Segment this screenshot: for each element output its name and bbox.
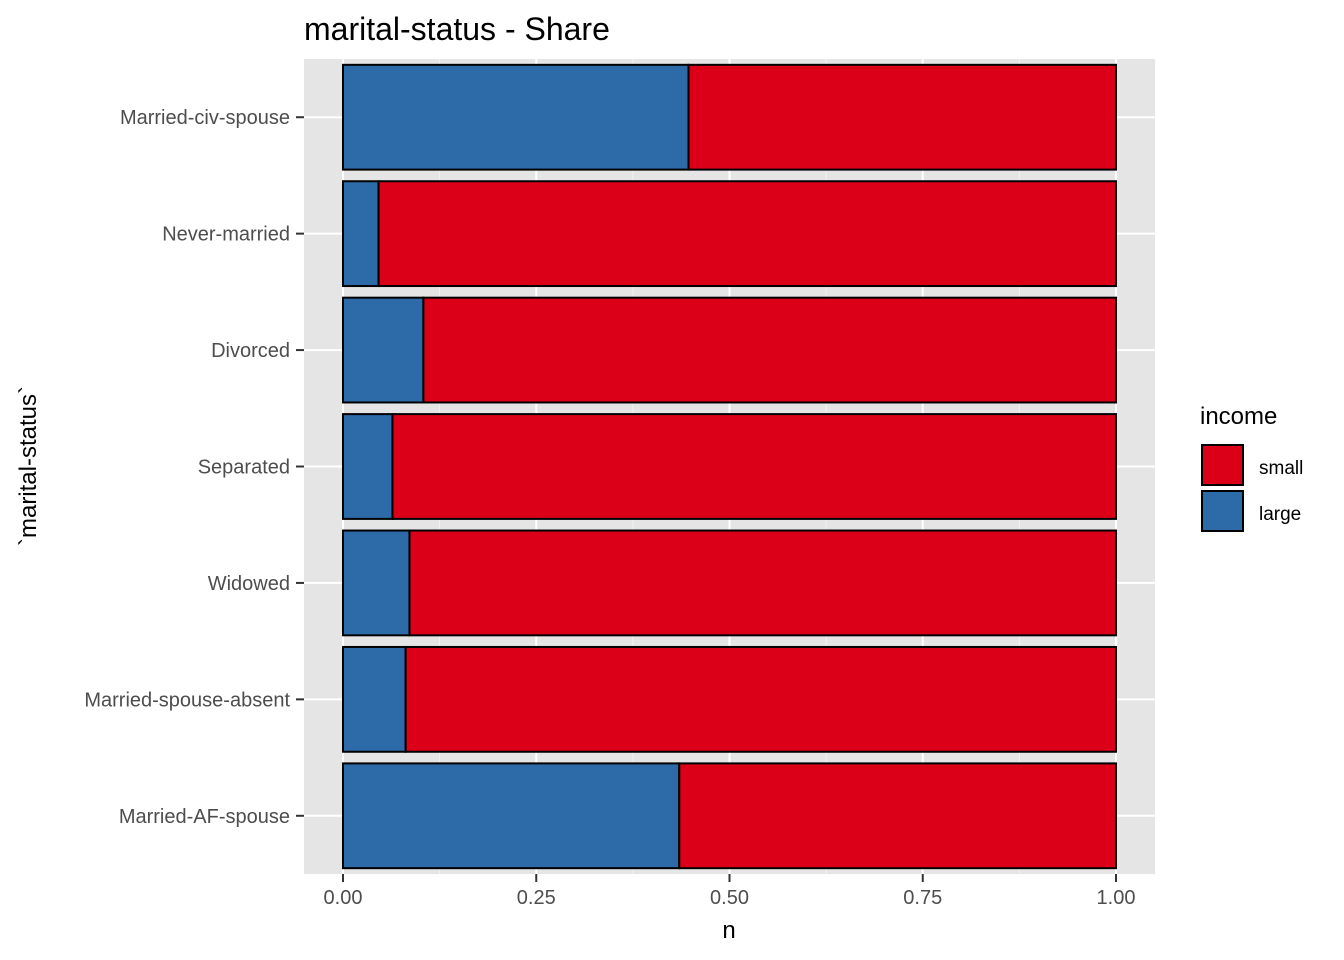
legend-swatch-large (1201, 490, 1244, 532)
y-tick-label: Married-AF-spouse (119, 806, 290, 828)
bar-small (687, 63, 1117, 171)
bar-large (342, 63, 690, 171)
y-tick-label: Widowed (208, 573, 290, 595)
legend-label-large: large (1259, 504, 1301, 525)
bar-large (342, 180, 380, 288)
x-tick-label: 0.00 (324, 887, 363, 909)
x-tick-label: 0.25 (517, 887, 556, 909)
bar-large (342, 529, 411, 637)
bar-small (422, 296, 1117, 404)
legend-title: income (1200, 403, 1277, 430)
bar-large (342, 762, 681, 870)
x-tick-label: 0.50 (710, 887, 749, 909)
bar-large (342, 413, 394, 520)
x-axis-title: n (722, 917, 735, 944)
y-tick-label: Separated (198, 457, 290, 479)
legend: income small large (1200, 403, 1303, 532)
legend-swatch-small (1201, 444, 1244, 486)
x-tick-label: 0.75 (903, 887, 942, 909)
bar-small (391, 413, 1117, 520)
chart-title: marital-status - Share (304, 11, 610, 47)
legend-label-small: small (1259, 458, 1303, 479)
y-tick-label: Divorced (211, 340, 290, 362)
bar-large (342, 645, 407, 753)
x-axis: 0.00 0.25 0.50 0.75 1.00 (324, 874, 1136, 909)
y-tick-label: Never-married (162, 224, 290, 246)
x-tick-label: 1.00 (1097, 887, 1136, 909)
bars (342, 63, 1118, 870)
y-axis: Married-civ-spouse Never-married Divorced S… (84, 107, 304, 828)
bar-large (342, 296, 425, 404)
y-tick-label: Married-spouse-absent (84, 689, 290, 711)
bar-small (408, 529, 1117, 637)
bar-small (377, 180, 1118, 288)
y-tick-label: Married-civ-spouse (120, 107, 290, 129)
y-axis-title: `marital-status` (15, 386, 42, 546)
bar-small (678, 762, 1117, 870)
bar-small (404, 645, 1118, 753)
